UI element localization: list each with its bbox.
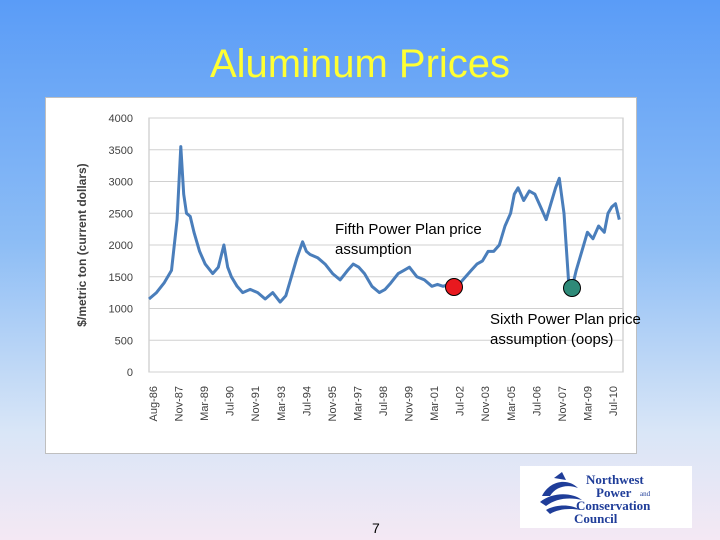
x-tick-label: Jul-06	[531, 386, 543, 416]
x-tick-label: Jul-90	[225, 386, 237, 416]
x-tick-label: Nov-03	[480, 386, 492, 421]
x-tick-label: Mar-01	[429, 386, 441, 421]
y-tick-label: 1500	[109, 272, 133, 284]
fifth-plan-annotation: Fifth Power Plan price assumption	[335, 220, 482, 260]
y-tick-label: 2500	[109, 208, 133, 220]
y-tick-label: 0	[127, 367, 133, 379]
x-tick-label: Mar-05	[506, 386, 518, 421]
logo-text-and: and	[640, 490, 651, 498]
logo-text-northwest: Northwest	[586, 472, 644, 487]
x-tick-label: Jul-10	[608, 386, 620, 416]
council-logo-emblem-icon	[540, 472, 582, 514]
x-tick-label: Nov-91	[250, 386, 262, 421]
chart-panel: 0 500 1000 1500 2000 2500 3000 3500 4000 Aug-86 No…	[45, 97, 637, 454]
x-tick-label: Nov-99	[404, 386, 416, 421]
x-tick-label: Aug-86	[148, 386, 160, 421]
x-tick-label: Nov-95	[327, 386, 339, 421]
x-tick-label: Nov-87	[174, 386, 186, 421]
logo-text-council: Council	[574, 511, 618, 526]
x-tick-label: Mar-09	[582, 386, 594, 421]
logo-text-power: Power	[596, 485, 632, 500]
x-tick-label: Jul-94	[301, 386, 313, 416]
y-tick-label: 3000	[109, 177, 133, 189]
y-tick-label: 500	[115, 335, 133, 347]
sixth-plan-annotation: Sixth Power Plan price assumption (oops)	[490, 310, 641, 350]
council-logo: Northwest Power and Conservation Council	[520, 466, 692, 528]
y-axis-label: $/metric ton (current dollars)	[75, 163, 89, 326]
y-tick-label: 4000	[109, 113, 133, 125]
y-tick-label: 1000	[109, 304, 133, 316]
logo-text-conservation: Conservation	[576, 498, 651, 513]
page-number: 7	[372, 520, 380, 536]
line-chart: 0 500 1000 1500 2000 2500 3000 3500 4000 Aug-86 No…	[75, 113, 624, 421]
fifth-plan-marker	[445, 278, 463, 296]
slide-title: Aluminum Prices	[209, 42, 511, 86]
x-tick-label: Jul-98	[378, 386, 390, 416]
fifth-plan-annotation-line-2: assumption	[335, 241, 412, 258]
x-tick-label: Mar-97	[352, 386, 364, 421]
price-series-line	[148, 145, 621, 304]
x-tick-label: Mar-93	[276, 386, 288, 421]
sixth-plan-marker	[563, 279, 581, 297]
y-tick-label: 3500	[109, 145, 133, 157]
x-tick-label: Jul-02	[455, 386, 467, 416]
sixth-plan-annotation-line-2: assumption (oops)	[490, 331, 614, 348]
x-tick-label: Mar-89	[199, 386, 211, 421]
x-tick-label: Nov-07	[557, 386, 569, 421]
y-tick-label: 2000	[109, 240, 133, 252]
sixth-plan-annotation-line-1: Sixth Power Plan price	[490, 311, 641, 328]
fifth-plan-annotation-line-1: Fifth Power Plan price	[335, 221, 482, 238]
